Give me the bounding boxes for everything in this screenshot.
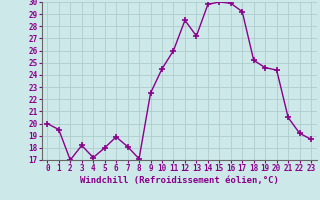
X-axis label: Windchill (Refroidissement éolien,°C): Windchill (Refroidissement éolien,°C) xyxy=(80,176,279,185)
